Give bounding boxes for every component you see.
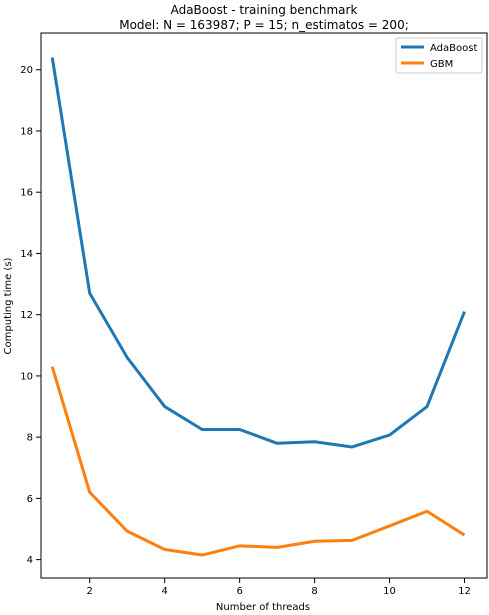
legend: AdaBoost GBM xyxy=(395,37,483,74)
plot-area xyxy=(40,32,488,579)
x-tick-label: 8 xyxy=(311,586,317,597)
y-tick-label: 16 xyxy=(20,188,33,199)
y-tick-label: 6 xyxy=(27,494,33,505)
x-tick-label: 10 xyxy=(383,586,396,597)
x-axis-label: Number of threads xyxy=(216,602,310,613)
legend-label-adaboost: AdaBoost xyxy=(430,43,477,54)
chart-subtitle: Model: N = 163987; P = 15; n_estimatos =… xyxy=(119,18,409,32)
x-axis: 2 4 6 8 10 12 xyxy=(87,578,471,597)
series-line-adaboost xyxy=(50,57,466,449)
y-tick-label: 10 xyxy=(20,371,33,382)
y-tick-label: 14 xyxy=(20,249,33,260)
x-tick-label: 4 xyxy=(161,586,167,597)
y-tick-label: 20 xyxy=(20,65,33,76)
y-tick-label: 8 xyxy=(27,433,33,444)
x-tick-label: 6 xyxy=(236,586,242,597)
y-tick-label: 12 xyxy=(20,310,33,321)
y-axis-label: Computing time (s) xyxy=(3,257,14,354)
series-lines xyxy=(50,57,466,557)
y-tick-label: 4 xyxy=(27,555,33,566)
chart-title: AdaBoost - training benchmark xyxy=(171,3,358,17)
x-tick-label: 2 xyxy=(87,586,93,597)
y-axis: 4 6 8 10 12 14 16 18 20 xyxy=(20,65,41,566)
x-tick-label: 12 xyxy=(458,586,471,597)
legend-label-gbm: GBM xyxy=(430,59,453,70)
y-tick-label: 18 xyxy=(20,126,33,137)
series-line-gbm xyxy=(50,366,466,557)
